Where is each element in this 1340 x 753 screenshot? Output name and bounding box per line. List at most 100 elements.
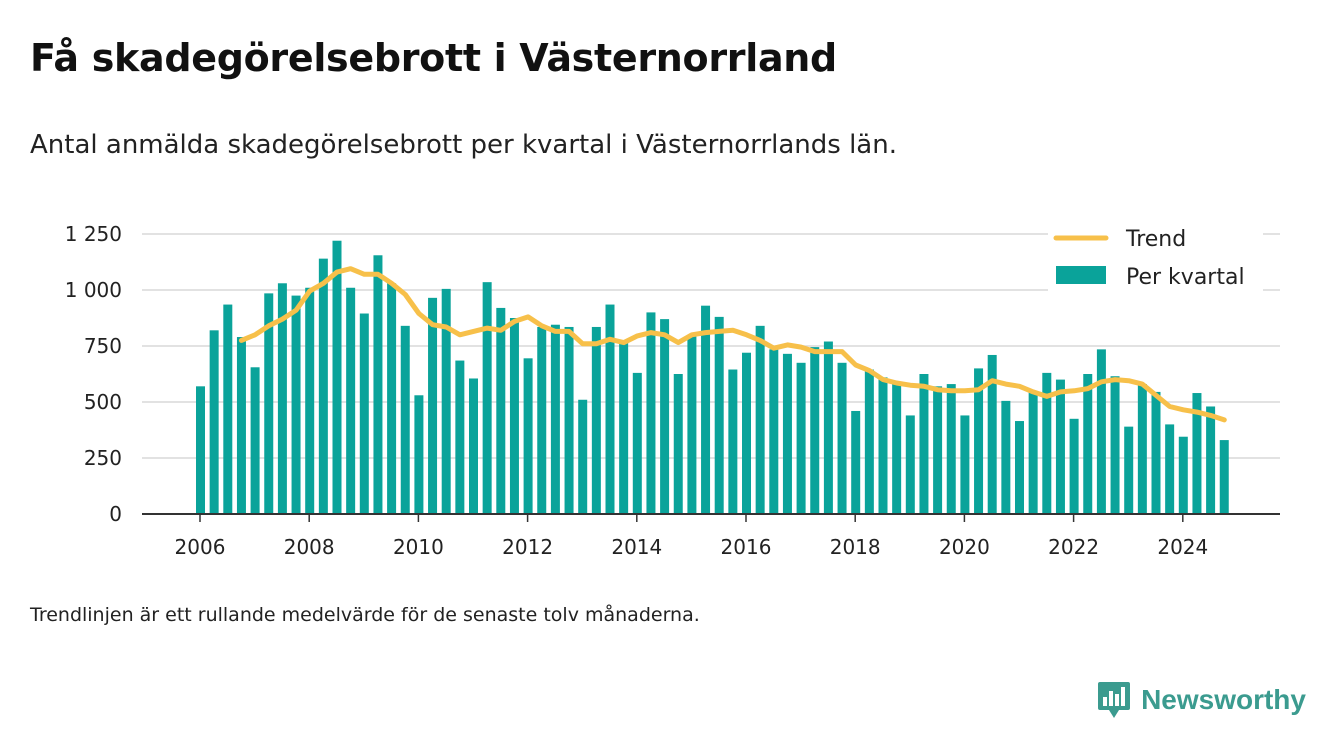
chart-footnote: Trendlinjen är ett rullande medelvärde f… xyxy=(30,604,700,626)
bar xyxy=(373,255,383,514)
bar xyxy=(400,325,410,514)
bar xyxy=(892,382,902,514)
bar xyxy=(660,319,670,514)
bar xyxy=(1165,424,1175,514)
bar xyxy=(919,374,929,514)
bar xyxy=(769,349,779,514)
bar xyxy=(1124,426,1134,514)
bar xyxy=(619,340,629,514)
x-tick-label: 2020 xyxy=(939,535,990,559)
bar xyxy=(933,386,943,514)
x-tick-label: 2010 xyxy=(393,535,444,559)
bar xyxy=(823,341,833,514)
bar xyxy=(1219,440,1229,514)
legend: Trend Per kvartal xyxy=(1048,222,1263,292)
bar xyxy=(1178,436,1188,514)
bar xyxy=(523,358,533,514)
y-tick-label: 500 xyxy=(84,390,122,414)
bar xyxy=(1192,393,1202,514)
bar xyxy=(1069,418,1079,514)
bar xyxy=(837,362,847,514)
bar xyxy=(455,360,465,514)
bar xyxy=(701,305,711,514)
bar xyxy=(291,295,301,514)
bar xyxy=(632,372,642,514)
bar xyxy=(564,326,574,514)
bar xyxy=(1055,379,1065,514)
x-tick-label: 2022 xyxy=(1048,535,1099,559)
bar xyxy=(646,312,656,514)
bar xyxy=(1096,349,1106,514)
bar xyxy=(1137,384,1147,514)
y-tick-label: 1 250 xyxy=(65,222,122,246)
bar xyxy=(946,384,956,514)
x-tick-label: 2014 xyxy=(611,535,662,559)
bar xyxy=(264,293,274,514)
bar xyxy=(236,337,246,514)
bar xyxy=(223,304,233,514)
x-tick-label: 2024 xyxy=(1157,535,1208,559)
bar xyxy=(714,316,724,514)
bar xyxy=(414,395,424,514)
bar xyxy=(550,324,560,514)
bar xyxy=(196,386,205,514)
bar xyxy=(1110,376,1120,514)
trend-series xyxy=(238,266,1227,423)
bar xyxy=(905,415,915,514)
legend-trend-label: Trend xyxy=(1125,227,1186,252)
chart-subtitle: Antal anmälda skadegörelsebrott per kvar… xyxy=(30,130,897,160)
bar xyxy=(1206,406,1216,514)
bar xyxy=(1042,372,1052,514)
bar xyxy=(878,377,888,514)
chart-area: 0 250 500 750 1 000 1 250 2006 2008 2010 2012 2014… xyxy=(65,222,1280,559)
bar xyxy=(591,326,601,514)
bar xyxy=(1001,400,1011,514)
x-tick-label: 2018 xyxy=(830,535,881,559)
bar-series xyxy=(196,240,1229,514)
bar xyxy=(332,240,342,514)
bar xyxy=(974,368,984,514)
bar xyxy=(864,369,874,514)
x-tick-label: 2012 xyxy=(502,535,553,559)
bar xyxy=(441,288,451,514)
bar xyxy=(496,307,506,514)
bar xyxy=(810,347,820,514)
bar xyxy=(673,374,683,514)
bar xyxy=(1028,391,1038,514)
x-tick-label: 2006 xyxy=(175,535,226,559)
bar xyxy=(687,334,697,514)
y-tick-label: 1 000 xyxy=(65,278,122,302)
bar xyxy=(851,410,861,514)
bar xyxy=(318,258,328,514)
y-tick-label: 0 xyxy=(109,502,122,526)
bar xyxy=(346,287,356,514)
brand-logo[interactable]: Newsworthy xyxy=(1097,680,1306,720)
bar xyxy=(537,326,547,514)
bar xyxy=(605,304,615,514)
bar xyxy=(277,283,287,514)
newsworthy-chart-bubble-icon xyxy=(1098,682,1131,718)
bar xyxy=(359,313,369,514)
bar xyxy=(428,297,438,514)
x-tick-label: 2016 xyxy=(721,535,772,559)
axes: 0 250 500 750 1 000 1 250 2006 2008 2010 2012 2014… xyxy=(65,222,1280,559)
bar xyxy=(387,283,397,514)
bar xyxy=(1151,391,1161,514)
bar xyxy=(755,325,765,514)
bar xyxy=(987,354,997,514)
bar xyxy=(1083,374,1093,514)
x-tick-label: 2008 xyxy=(284,535,335,559)
bar xyxy=(509,318,519,514)
y-tick-label: 250 xyxy=(84,446,122,470)
legend-bar-label: Per kvartal xyxy=(1126,265,1245,290)
bar xyxy=(960,415,970,514)
chart-title: Få skadegörelsebrott i Västernorrland xyxy=(30,36,837,80)
bar xyxy=(305,287,315,514)
trend-line xyxy=(238,266,1227,423)
bar xyxy=(782,353,792,514)
bar xyxy=(482,282,492,514)
y-tick-label: 750 xyxy=(84,334,122,358)
bar xyxy=(469,378,478,514)
bar xyxy=(578,399,588,514)
bar xyxy=(209,330,219,514)
